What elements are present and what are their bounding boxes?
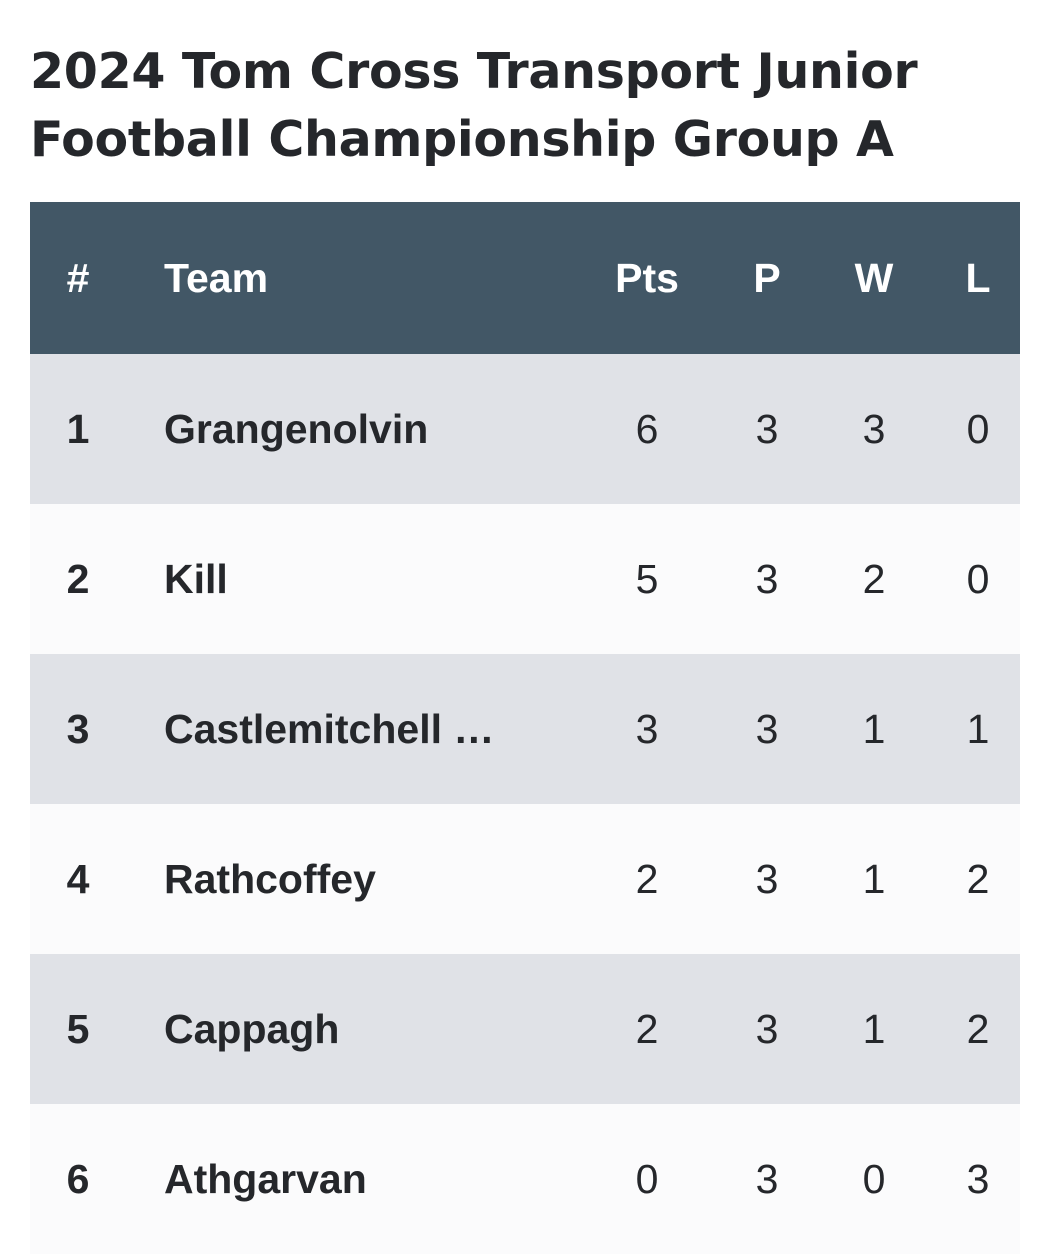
standings-table: # Team Pts P W L 1 Grangenolvin 6 3 3 0 … [30,202,1020,1254]
won-cell: 0 [862,1155,886,1202]
points-cell: 6 [635,405,659,452]
team-name-link[interactable]: Rathcoffey [164,855,376,902]
team-name-link[interactable]: Kill [164,555,228,602]
column-header-points[interactable]: Pts [615,254,679,301]
column-header-won[interactable]: W [854,254,894,301]
column-header-lost[interactable]: L [965,254,991,301]
rank-cell: 4 [66,855,90,902]
lost-cell: 2 [966,1005,990,1052]
team-name-link[interactable]: Grangenolvin [164,405,429,452]
played-cell: 3 [755,1155,779,1202]
played-cell: 3 [755,405,779,452]
played-cell: 3 [755,855,779,902]
rank-cell: 1 [66,405,90,452]
rank-cell: 6 [66,1155,90,1202]
won-cell: 3 [862,405,886,452]
points-cell: 3 [635,705,659,752]
points-cell: 5 [635,555,659,602]
played-cell: 3 [755,1005,779,1052]
lost-cell: 0 [966,405,990,452]
played-cell: 3 [755,705,779,752]
points-cell: 2 [635,855,659,902]
page-title: 2024 Tom Cross Transport Junior Football… [30,43,918,168]
rank-cell: 5 [66,1005,90,1052]
column-header-team[interactable]: Team [164,254,269,301]
won-cell: 1 [862,705,886,752]
table-row[interactable]: 5 Cappagh 2 3 1 2 [30,954,1020,1104]
points-cell: 2 [635,1005,659,1052]
table-row[interactable]: 3 Castlemitchell … 3 3 1 1 [30,654,1020,804]
won-cell: 1 [862,855,886,902]
table-row[interactable]: 1 Grangenolvin 6 3 3 0 [30,354,1020,504]
lost-cell: 0 [966,555,990,602]
column-header-played[interactable]: P [753,254,781,301]
column-header-rank[interactable]: # [66,254,90,301]
team-name-link[interactable]: Athgarvan [164,1155,367,1202]
team-name-link[interactable]: Cappagh [164,1005,340,1052]
won-cell: 2 [862,555,886,602]
won-cell: 1 [862,1005,886,1052]
table-row[interactable]: 4 Rathcoffey 2 3 1 2 [30,804,1020,954]
lost-cell: 1 [966,705,990,752]
rank-cell: 3 [66,705,90,752]
table-header-row: # Team Pts P W L [30,202,1020,354]
rank-cell: 2 [66,555,90,602]
lost-cell: 3 [966,1155,990,1202]
played-cell: 3 [755,555,779,602]
team-name-link[interactable]: Castlemitchell … [164,705,495,752]
table-row[interactable]: 2 Kill 5 3 2 0 [30,504,1020,654]
table-row[interactable]: 6 Athgarvan 0 3 0 3 [30,1104,1020,1254]
lost-cell: 2 [966,855,990,902]
points-cell: 0 [635,1155,659,1202]
